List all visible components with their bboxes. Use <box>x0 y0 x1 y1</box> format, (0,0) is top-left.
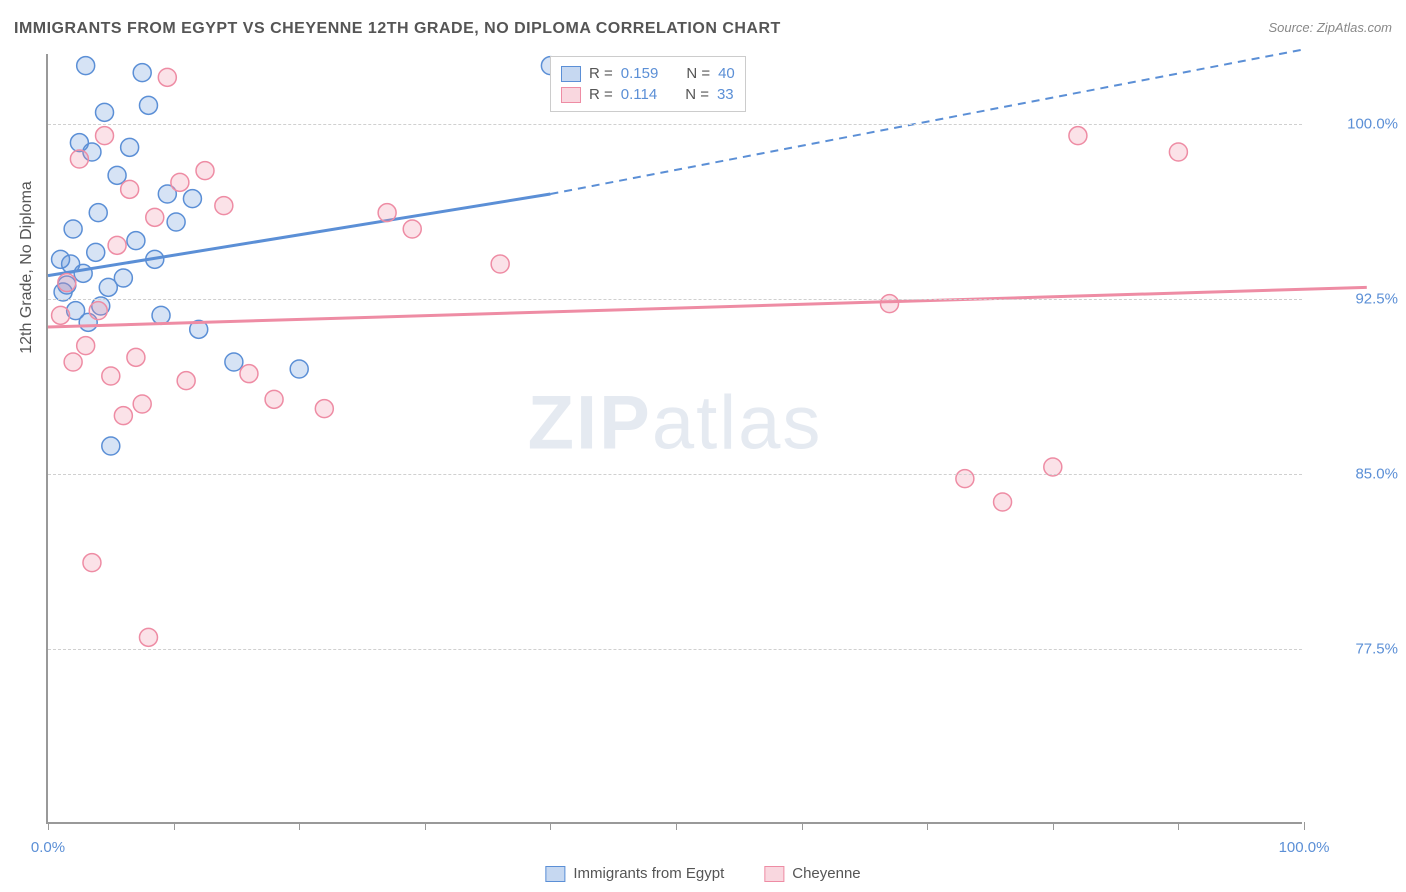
x-tick <box>174 822 175 830</box>
scatter-point-cheyenne <box>121 180 139 198</box>
legend-n-value: 33 <box>717 86 734 103</box>
legend-r-label: R = <box>589 65 613 82</box>
scatter-point-cheyenne <box>89 302 107 320</box>
scatter-point-cheyenne <box>127 348 145 366</box>
scatter-point-cheyenne <box>881 295 899 313</box>
x-tick-label: 100.0% <box>1279 839 1330 856</box>
x-tick <box>425 822 426 830</box>
y-tick-label: 100.0% <box>1318 116 1398 133</box>
scatter-point-egypt <box>167 213 185 231</box>
scatter-point-cheyenne <box>108 236 126 254</box>
scatter-point-egypt <box>77 57 95 75</box>
y-axis-label: 12th Grade, No Diploma <box>18 181 36 354</box>
chart-title: IMMIGRANTS FROM EGYPT VS CHEYENNE 12TH G… <box>14 20 781 38</box>
gridline <box>48 474 1302 475</box>
plot-area: ZIPatlas 77.5%85.0%92.5%100.0%0.0%100.0% <box>46 54 1302 824</box>
scatter-point-egypt <box>96 103 114 121</box>
x-tick <box>1053 822 1054 830</box>
y-tick-label: 77.5% <box>1318 641 1398 658</box>
scatter-point-cheyenne <box>96 127 114 145</box>
scatter-point-cheyenne <box>58 274 76 292</box>
scatter-point-cheyenne <box>215 197 233 215</box>
scatter-point-cheyenne <box>994 493 1012 511</box>
scatter-point-egypt <box>108 166 126 184</box>
scatter-point-egypt <box>127 232 145 250</box>
y-tick-label: 92.5% <box>1318 291 1398 308</box>
scatter-point-cheyenne <box>1069 127 1087 145</box>
scatter-point-egypt <box>64 220 82 238</box>
legend-swatch <box>561 66 581 82</box>
legend-n-label: N = <box>685 86 709 103</box>
scatter-point-cheyenne <box>158 68 176 86</box>
scatter-point-cheyenne <box>52 306 70 324</box>
gridline <box>48 124 1302 125</box>
legend-r-value: 0.159 <box>621 65 659 82</box>
legend-n-value: 40 <box>718 65 735 82</box>
scatter-point-cheyenne <box>956 470 974 488</box>
scatter-point-egypt <box>89 204 107 222</box>
series-legend-label: Immigrants from Egypt <box>573 865 724 882</box>
scatter-point-cheyenne <box>1169 143 1187 161</box>
x-tick <box>1178 822 1179 830</box>
scatter-point-cheyenne <box>403 220 421 238</box>
scatter-point-egypt <box>133 64 151 82</box>
scatter-point-cheyenne <box>83 554 101 572</box>
scatter-point-egypt <box>290 360 308 378</box>
scatter-point-cheyenne <box>70 150 88 168</box>
series-legend-item: Immigrants from Egypt <box>545 865 724 882</box>
scatter-point-egypt <box>152 306 170 324</box>
scatter-point-egypt <box>87 243 105 261</box>
scatter-svg <box>48 54 1302 822</box>
legend-swatch <box>764 866 784 882</box>
scatter-point-egypt <box>102 437 120 455</box>
x-tick <box>48 822 49 830</box>
gridline <box>48 649 1302 650</box>
scatter-point-cheyenne <box>240 365 258 383</box>
scatter-point-cheyenne <box>315 400 333 418</box>
scatter-point-egypt <box>114 269 132 287</box>
scatter-point-cheyenne <box>171 173 189 191</box>
scatter-point-cheyenne <box>139 628 157 646</box>
scatter-point-cheyenne <box>177 372 195 390</box>
legend-row: R = 0.114 N = 33 <box>561 84 735 105</box>
x-tick <box>927 822 928 830</box>
legend-swatch <box>545 866 565 882</box>
scatter-point-cheyenne <box>265 390 283 408</box>
trend-line-cheyenne <box>48 287 1367 327</box>
scatter-point-cheyenne <box>64 353 82 371</box>
x-tick-label: 0.0% <box>31 839 65 856</box>
legend-r-value: 0.114 <box>621 86 657 103</box>
gridline <box>48 299 1302 300</box>
correlation-legend: R = 0.159 N = 40 R = 0.114 N = 33 <box>550 56 746 112</box>
scatter-point-cheyenne <box>102 367 120 385</box>
scatter-point-cheyenne <box>133 395 151 413</box>
scatter-point-cheyenne <box>378 204 396 222</box>
scatter-point-egypt <box>139 96 157 114</box>
scatter-point-egypt <box>183 190 201 208</box>
x-tick <box>299 822 300 830</box>
legend-swatch <box>561 87 581 103</box>
source-label: Source: ZipAtlas.com <box>1268 20 1392 35</box>
scatter-point-egypt <box>225 353 243 371</box>
legend-row: R = 0.159 N = 40 <box>561 63 735 84</box>
scatter-point-egypt <box>74 264 92 282</box>
scatter-point-cheyenne <box>77 337 95 355</box>
x-tick <box>676 822 677 830</box>
trend-line-egypt <box>48 194 550 276</box>
x-tick <box>550 822 551 830</box>
scatter-point-cheyenne <box>146 208 164 226</box>
scatter-point-cheyenne <box>196 162 214 180</box>
y-tick-label: 85.0% <box>1318 466 1398 483</box>
series-legend-item: Cheyenne <box>764 865 860 882</box>
scatter-point-cheyenne <box>491 255 509 273</box>
legend-n-label: N = <box>686 65 710 82</box>
series-legend: Immigrants from Egypt Cheyenne <box>545 865 860 882</box>
scatter-point-egypt <box>121 138 139 156</box>
x-tick <box>802 822 803 830</box>
legend-r-label: R = <box>589 86 613 103</box>
series-legend-label: Cheyenne <box>792 865 860 882</box>
scatter-point-cheyenne <box>114 407 132 425</box>
x-tick <box>1304 822 1305 830</box>
